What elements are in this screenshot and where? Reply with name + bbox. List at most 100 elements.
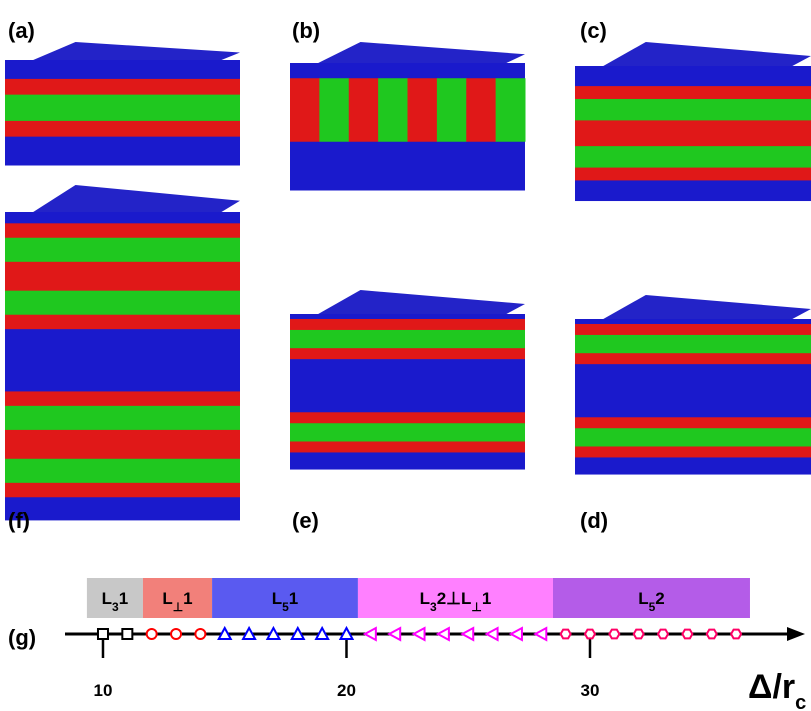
- layer: [575, 86, 811, 99]
- label-text: Δ/r: [748, 668, 795, 706]
- simulation-snapshots: [5, 42, 811, 520]
- axis-arrow: [787, 627, 805, 641]
- panel-label: (c): [580, 18, 607, 43]
- layer: [5, 60, 240, 79]
- layer: [575, 457, 811, 474]
- layer: [5, 79, 240, 95]
- stripe: [319, 78, 349, 141]
- stripe: [349, 78, 379, 141]
- marker: [414, 628, 425, 640]
- marker: [511, 628, 522, 640]
- layer: [575, 319, 811, 324]
- label-text: 1: [482, 589, 491, 608]
- x-tick-label: 30: [581, 681, 600, 700]
- label-text: 1: [183, 589, 192, 608]
- marker: [487, 628, 498, 640]
- layer: [575, 324, 811, 335]
- marker: [707, 630, 717, 639]
- x-tick-label: 20: [337, 681, 356, 700]
- label-text: L: [272, 589, 282, 608]
- layer: [575, 66, 811, 87]
- layer: [575, 133, 811, 146]
- label-subscript: ⊥: [471, 600, 481, 614]
- snapshot: [290, 290, 525, 470]
- layer: [5, 223, 240, 238]
- snapshot: [290, 42, 526, 191]
- layer: [290, 441, 525, 452]
- marker: [731, 630, 741, 639]
- marker: [122, 629, 132, 639]
- layer: [290, 412, 525, 423]
- layer: [575, 353, 811, 364]
- layer: [5, 406, 240, 431]
- stripe: [408, 78, 438, 141]
- marker: [462, 628, 473, 640]
- layer: [575, 180, 811, 201]
- layer: [290, 452, 525, 469]
- marker: [438, 628, 449, 640]
- layer: [575, 428, 811, 447]
- layer: [5, 212, 240, 224]
- marker: [585, 630, 595, 639]
- layer: [5, 430, 240, 445]
- layer: [575, 120, 811, 133]
- layer: [5, 291, 240, 316]
- marker: [195, 629, 205, 639]
- marker: [365, 628, 376, 640]
- marker: [609, 630, 619, 639]
- label-text: 1: [119, 589, 128, 608]
- label-text: L: [638, 589, 648, 608]
- panel-label: (d): [580, 508, 608, 533]
- label-text: L: [162, 589, 172, 608]
- label-subscript: c: [795, 692, 806, 711]
- layer: [5, 276, 240, 291]
- layer: [5, 444, 240, 459]
- layer: [575, 364, 811, 418]
- layer: [5, 238, 240, 263]
- stripe: [466, 78, 496, 141]
- layer: [575, 446, 811, 457]
- layer: [5, 459, 240, 484]
- snapshot: [575, 42, 811, 201]
- layer: [5, 315, 240, 330]
- marker: [658, 630, 668, 639]
- layer: [290, 330, 525, 349]
- layer: [575, 168, 811, 181]
- layer: [5, 95, 240, 122]
- label-subscript: ⊥: [173, 600, 183, 614]
- layer: [5, 262, 240, 277]
- panel-label: (a): [8, 18, 35, 43]
- layer: [290, 152, 525, 191]
- snapshot: [575, 295, 811, 475]
- layer: [290, 319, 525, 330]
- layer: [290, 423, 525, 442]
- layer: [575, 417, 811, 428]
- marker: [634, 630, 644, 639]
- layer: [5, 497, 240, 520]
- marker: [535, 628, 546, 640]
- label-text: 1: [289, 589, 298, 608]
- label-text: 2⊥L: [437, 589, 472, 608]
- layer: [5, 121, 240, 137]
- layer: [290, 314, 525, 319]
- marker: [98, 629, 108, 639]
- stripe: [290, 78, 320, 141]
- marker: [147, 629, 157, 639]
- panel-label: (b): [292, 18, 320, 43]
- layer: [5, 329, 240, 392]
- layer: [5, 483, 240, 498]
- marker: [389, 628, 400, 640]
- panel-label: (g): [8, 625, 36, 650]
- stripe: [496, 78, 526, 141]
- layer: [575, 146, 811, 168]
- snapshot: [5, 42, 240, 166]
- marker: [561, 630, 571, 639]
- label-text: L: [420, 589, 430, 608]
- layer: [290, 348, 525, 359]
- panel-label: (f): [8, 508, 30, 533]
- marker: [171, 629, 181, 639]
- x-axis-label: Δ/rc: [748, 668, 806, 711]
- panel-label: (e): [292, 508, 319, 533]
- layer: [575, 335, 811, 354]
- label-text: 2: [655, 589, 664, 608]
